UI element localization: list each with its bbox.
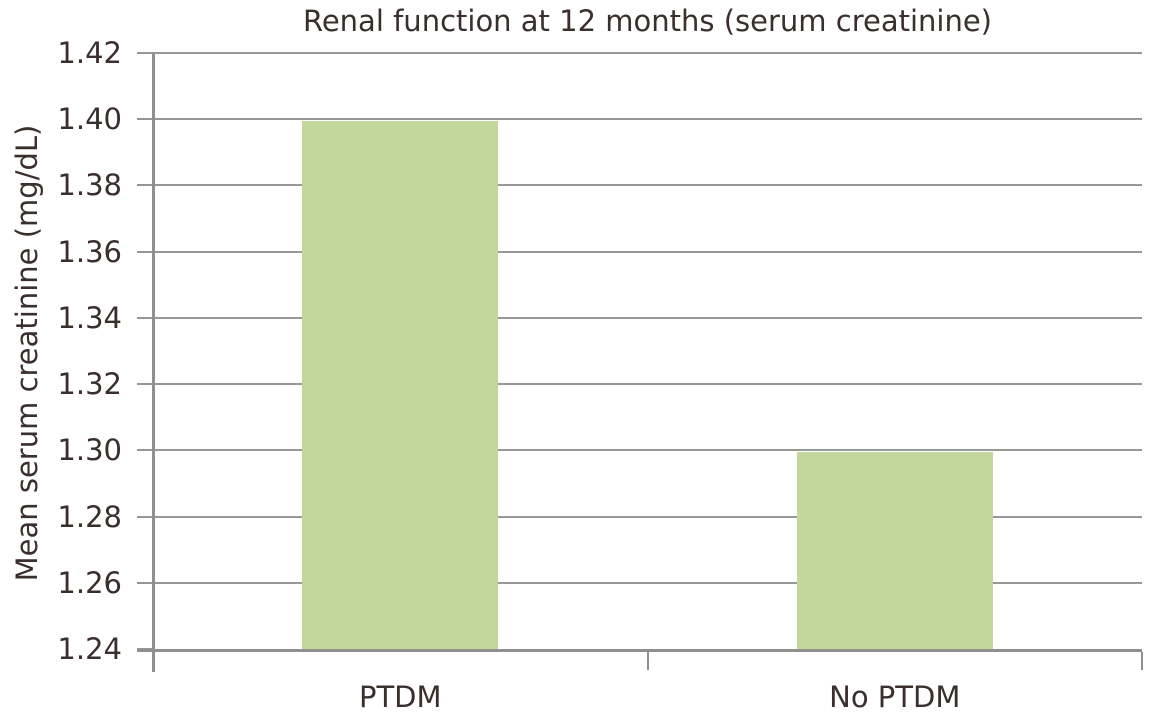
y-tick-label: 1.40 <box>57 102 122 136</box>
x-category-label: No PTDM <box>829 680 961 714</box>
y-tick-label: 1.42 <box>57 36 122 70</box>
y-tick-label: 1.28 <box>57 500 122 534</box>
y-axis-tick <box>137 251 153 253</box>
gridline <box>137 383 1142 385</box>
x-category-label: PTDM <box>358 680 442 714</box>
x-axis-tick <box>1141 652 1143 670</box>
y-tick-label: 1.36 <box>57 235 122 269</box>
gridline <box>137 449 1142 451</box>
gridline <box>137 317 1142 319</box>
y-tick-label: 1.26 <box>57 566 122 600</box>
y-axis-tick <box>137 52 153 54</box>
y-axis-tick <box>137 118 153 120</box>
y-tick-label: 1.30 <box>57 433 122 467</box>
gridline <box>137 118 1142 120</box>
chart-title: Renal function at 12 months (serum creat… <box>302 4 992 38</box>
gridline <box>137 251 1142 253</box>
x-axis-line <box>137 649 1142 652</box>
y-axis-tick <box>137 383 153 385</box>
bar <box>797 452 993 649</box>
y-axis-tick <box>137 317 153 319</box>
gridline <box>137 582 1142 584</box>
gridline <box>137 516 1142 518</box>
gridline <box>137 184 1142 186</box>
y-axis-tick <box>137 582 153 584</box>
y-tick-label: 1.34 <box>57 301 122 335</box>
x-axis-tick <box>647 652 649 670</box>
x-axis-category-labels: PTDM No PTDM <box>153 677 1142 717</box>
y-axis-tick <box>137 184 153 186</box>
gridline <box>137 52 1142 54</box>
y-tick-label: 1.32 <box>57 367 122 401</box>
y-axis-tick-labels: 1.24 1.26 1.28 1.30 1.32 1.34 1.36 1.38 1.40 1.42 <box>0 36 122 666</box>
y-axis-tick <box>137 516 153 518</box>
y-tick-label: 1.38 <box>57 168 122 202</box>
y-axis-tick <box>137 449 153 451</box>
plot-area <box>137 52 1143 672</box>
y-axis-line <box>152 53 155 672</box>
bar <box>302 121 498 649</box>
y-tick-label: 1.24 <box>57 632 122 666</box>
